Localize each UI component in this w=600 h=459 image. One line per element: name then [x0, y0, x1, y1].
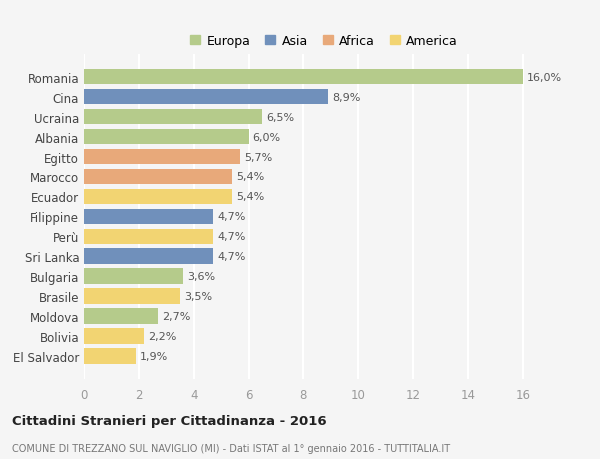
Bar: [84, 110, 262, 125]
Text: 2,7%: 2,7%: [162, 311, 191, 321]
Text: 4,7%: 4,7%: [217, 252, 245, 262]
Text: 2,2%: 2,2%: [148, 331, 177, 341]
Text: 4,7%: 4,7%: [217, 232, 245, 242]
Text: 4,7%: 4,7%: [217, 212, 245, 222]
Bar: [84, 229, 213, 245]
Legend: Europa, Asia, Africa, America: Europa, Asia, Africa, America: [188, 32, 460, 50]
Bar: [84, 90, 328, 105]
Bar: [84, 249, 213, 264]
Bar: [84, 129, 248, 145]
Text: COMUNE DI TREZZANO SUL NAVIGLIO (MI) - Dati ISTAT al 1° gennaio 2016 - TUTTITALI: COMUNE DI TREZZANO SUL NAVIGLIO (MI) - D…: [12, 443, 450, 453]
Text: 5,4%: 5,4%: [236, 172, 265, 182]
Text: 6,5%: 6,5%: [266, 112, 295, 123]
Text: 5,4%: 5,4%: [236, 192, 265, 202]
Text: 5,7%: 5,7%: [244, 152, 273, 162]
Bar: [84, 289, 180, 304]
Bar: [84, 209, 213, 224]
Text: 3,6%: 3,6%: [187, 272, 215, 281]
Text: 6,0%: 6,0%: [253, 132, 281, 142]
Text: 3,5%: 3,5%: [184, 291, 212, 302]
Text: 8,9%: 8,9%: [332, 92, 361, 102]
Bar: [84, 308, 158, 324]
Bar: [84, 189, 232, 205]
Bar: [84, 169, 232, 185]
Text: Cittadini Stranieri per Cittadinanza - 2016: Cittadini Stranieri per Cittadinanza - 2…: [12, 414, 326, 428]
Text: 1,9%: 1,9%: [140, 351, 169, 361]
Text: 16,0%: 16,0%: [527, 73, 562, 83]
Bar: [84, 269, 183, 285]
Bar: [84, 149, 241, 165]
Bar: [84, 348, 136, 364]
Bar: [84, 329, 145, 344]
Bar: [84, 70, 523, 85]
